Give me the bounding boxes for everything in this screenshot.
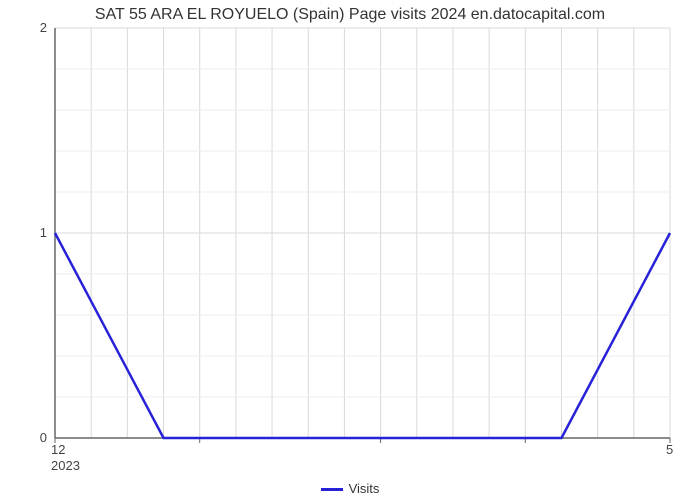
x-tick-label: 12 [51,442,65,457]
chart-title: SAT 55 ARA EL ROYUELO (Spain) Page visit… [0,6,700,24]
legend-label: Visits [349,481,380,496]
legend-swatch [321,488,343,491]
y-tick-label: 1 [27,225,47,240]
x-sub-label: 2023 [51,458,80,473]
chart-svg [55,28,670,438]
chart-legend: Visits [0,481,700,496]
chart-plot-area [55,28,670,438]
y-tick-label: 2 [27,20,47,35]
x-tick-label: 5 [666,442,673,457]
y-tick-label: 0 [27,430,47,445]
